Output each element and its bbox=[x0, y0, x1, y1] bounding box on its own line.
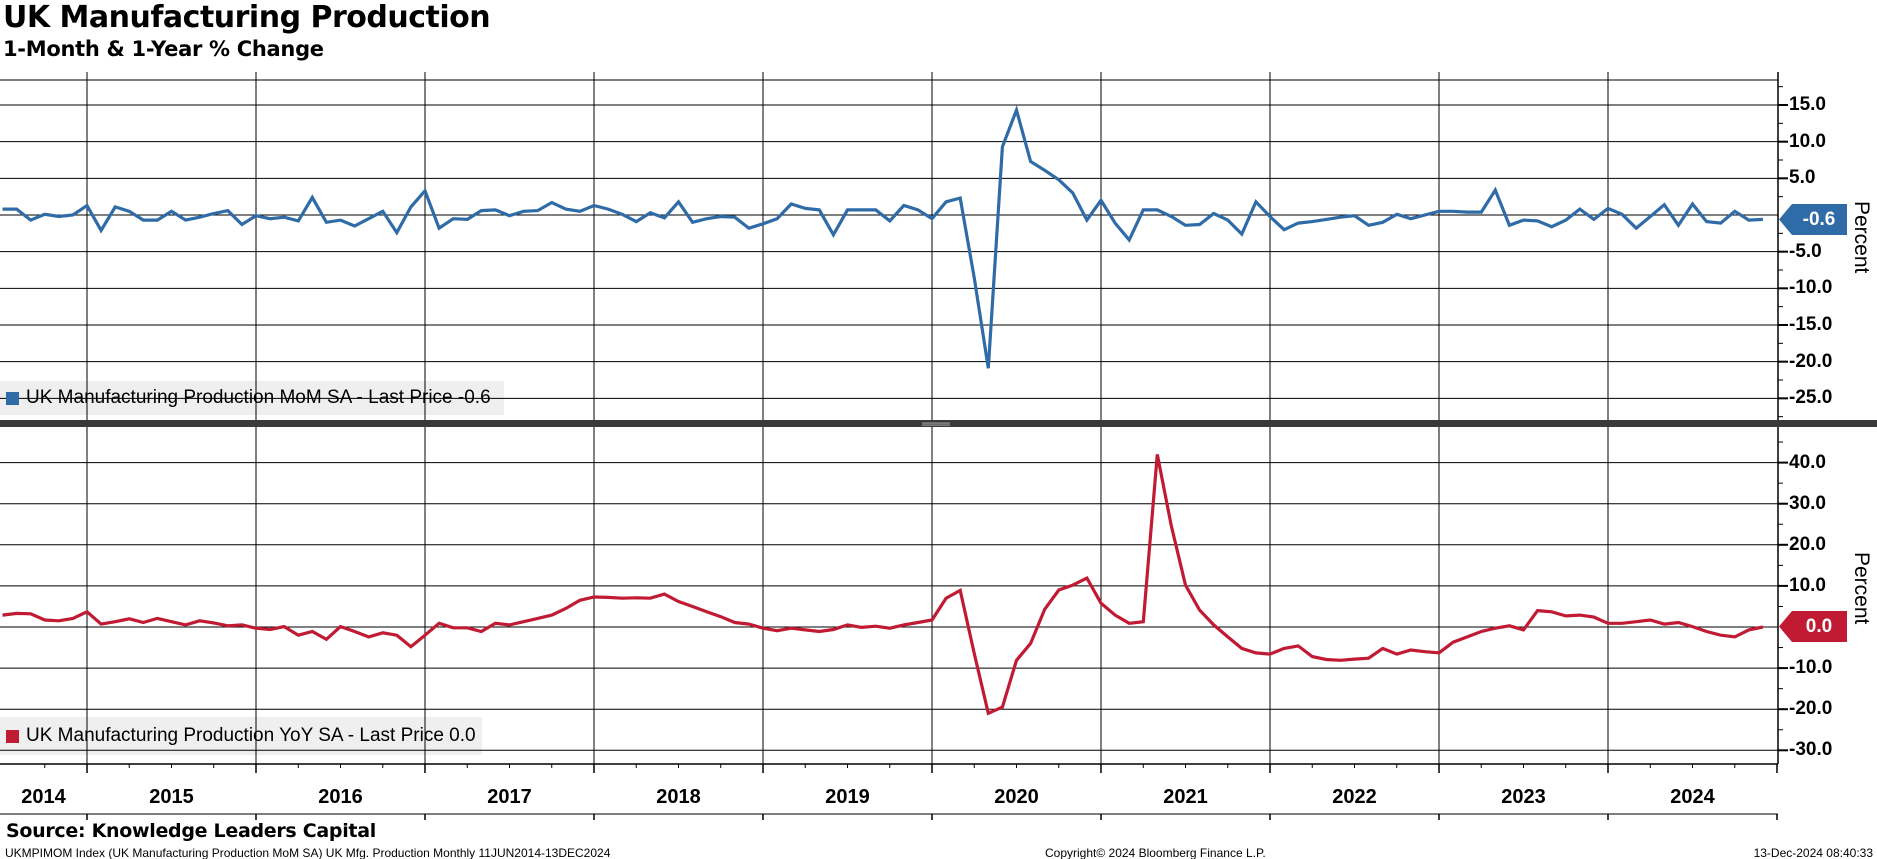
y-tick-label: -10.0 bbox=[1789, 277, 1833, 299]
x-year-label: 2014 bbox=[21, 786, 66, 808]
yoy-series-line bbox=[2, 454, 1764, 716]
y-tick-label: -25.0 bbox=[1789, 387, 1833, 409]
mom-series-line bbox=[2, 104, 1763, 369]
y-tick-label: 20.0 bbox=[1789, 533, 1826, 555]
timestamp: 13-Dec-2024 08:40:33 bbox=[1753, 846, 1873, 859]
y-tick-label: -10.0 bbox=[1789, 657, 1833, 679]
legend-yoy-series[interactable]: UK Manufacturing Production YoY SA - Las… bbox=[0, 717, 488, 755]
y-tick-label: -30.0 bbox=[1789, 739, 1833, 761]
chart-subtitle: 1-Month & 1-Year % Change bbox=[3, 37, 324, 61]
y-tick-label: 10.0 bbox=[1789, 130, 1826, 152]
y-tick-label: 10.0 bbox=[1789, 574, 1826, 596]
mom-series-swatch-icon bbox=[6, 391, 19, 405]
x-year-label: 2020 bbox=[994, 786, 1039, 808]
y-tick-label: 15.0 bbox=[1789, 94, 1826, 115]
y-tick-label: -5.0 bbox=[1789, 240, 1822, 262]
copyright-note: Copyright© 2024 Bloomberg Finance L.P. bbox=[1045, 846, 1266, 859]
y-axis-title-top: Percent bbox=[1850, 201, 1873, 274]
yoy-last-price-badge: 0.0 bbox=[1779, 611, 1847, 642]
chart-title: UK Manufacturing Production bbox=[3, 0, 491, 35]
x-year-label: 2017 bbox=[487, 786, 532, 808]
x-year-label: 2015 bbox=[149, 786, 194, 808]
y-tick-label: 40.0 bbox=[1789, 451, 1826, 473]
x-year-label: 2021 bbox=[1163, 786, 1208, 808]
mom-last-price-badge: -0.6 bbox=[1779, 204, 1847, 235]
y-tick-label: 30.0 bbox=[1789, 492, 1826, 514]
y-tick-label: -20.0 bbox=[1789, 350, 1833, 372]
y-tick-label: -20.0 bbox=[1789, 698, 1833, 720]
x-year-label: 2024 bbox=[1670, 786, 1715, 808]
x-year-label: 2016 bbox=[318, 786, 363, 808]
yoy-series-swatch-icon bbox=[6, 729, 19, 743]
separator-grip-icon bbox=[922, 422, 950, 424]
legend-mom-label: UK Manufacturing Production MoM SA - Las… bbox=[26, 387, 491, 408]
separator-grip-icon bbox=[922, 424, 950, 426]
legend-yoy-label: UK Manufacturing Production YoY SA - Las… bbox=[26, 725, 476, 746]
legend-mom-series[interactable]: UK Manufacturing Production MoM SA - Las… bbox=[0, 381, 510, 415]
legend-box-yoy bbox=[0, 717, 482, 755]
source-note: Source: Knowledge Leaders Capital bbox=[6, 820, 376, 842]
x-year-label: 2019 bbox=[825, 786, 870, 808]
x-year-label: 2022 bbox=[1332, 786, 1377, 808]
y-tick-label: -15.0 bbox=[1789, 314, 1833, 335]
y-axis-title-bottom: Percent bbox=[1850, 552, 1873, 625]
x-year-label: 2018 bbox=[656, 786, 701, 808]
ticker-description: UKMPIMOM Index (UK Manufacturing Product… bbox=[5, 846, 611, 859]
y-tick-label: 5.0 bbox=[1789, 167, 1816, 189]
x-year-label: 2023 bbox=[1501, 786, 1546, 808]
